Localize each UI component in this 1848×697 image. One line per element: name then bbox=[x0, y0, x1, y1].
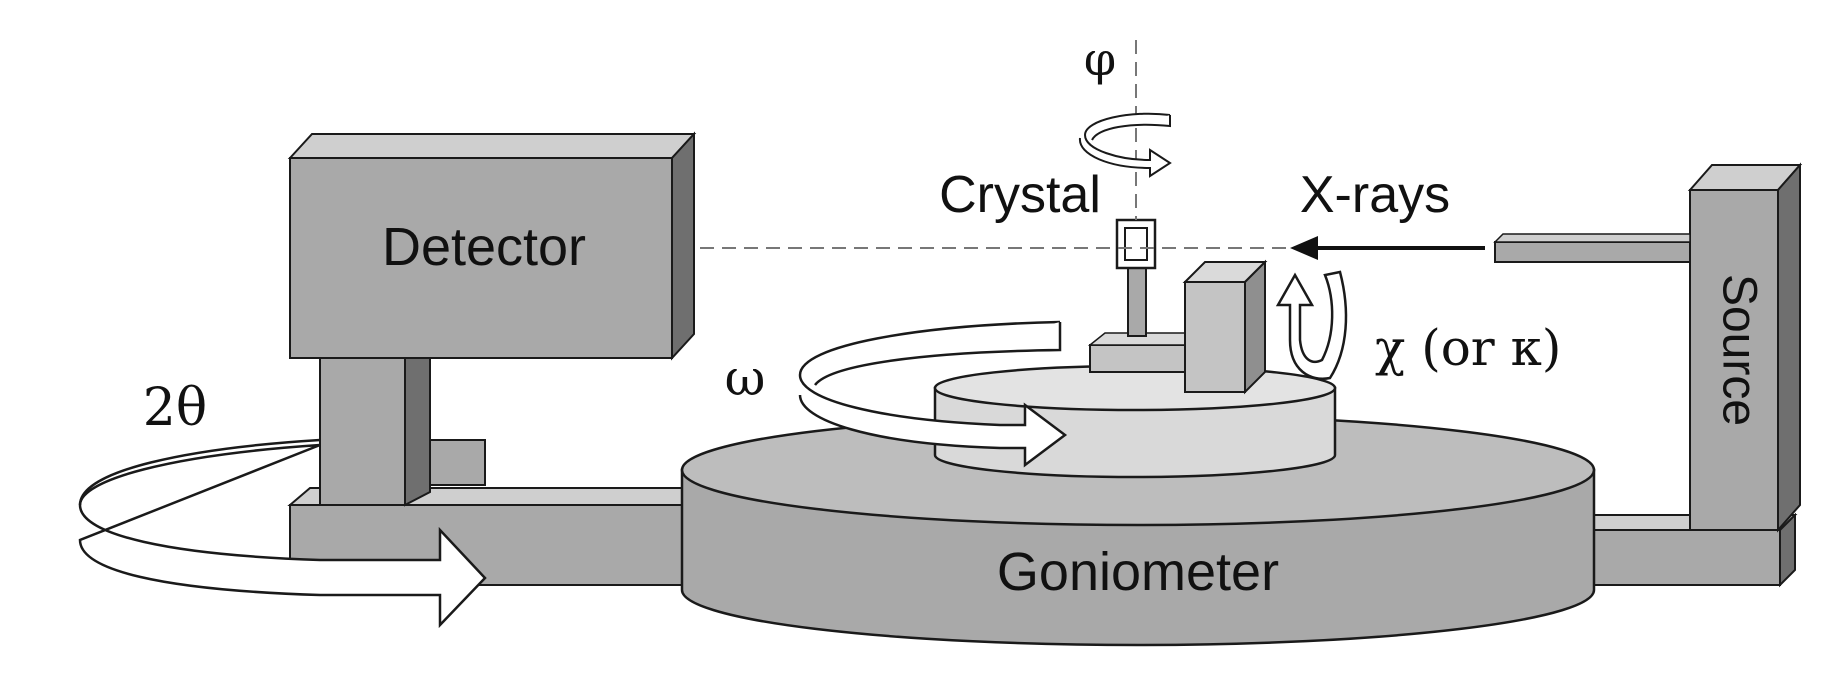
chi-label: χ (or κ) bbox=[1375, 319, 1561, 377]
xrays-label: X-rays bbox=[1300, 166, 1450, 224]
chi-arrow: χ (or κ) bbox=[1275, 270, 1561, 380]
phi-arrow: φ bbox=[1078, 32, 1172, 178]
detector: Detector bbox=[287, 131, 697, 507]
source-label: Source bbox=[1712, 274, 1765, 426]
xray-beam: X-rays bbox=[1290, 166, 1485, 260]
source-column: Source bbox=[1493, 162, 1803, 533]
omega-arrow: ω bbox=[725, 320, 1068, 468]
two-theta-arrow: 2θ bbox=[78, 378, 487, 629]
omega-stage bbox=[933, 364, 1337, 479]
goniometer-label: Goniometer bbox=[997, 542, 1279, 602]
omega-label: ω bbox=[725, 349, 766, 407]
two-theta-label: 2θ bbox=[143, 378, 207, 438]
beam-axes bbox=[700, 40, 1290, 249]
crystal-label: Crystal bbox=[939, 166, 1101, 224]
phi-label: φ bbox=[1084, 32, 1116, 86]
goniometer-head: Crystal bbox=[939, 166, 1268, 395]
detector-label: Detector bbox=[382, 217, 586, 277]
